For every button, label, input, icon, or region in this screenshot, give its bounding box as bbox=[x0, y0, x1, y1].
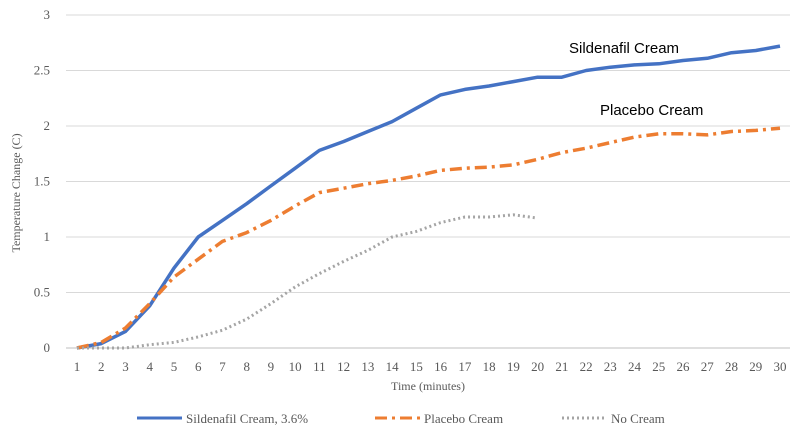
series-lines bbox=[76, 44, 781, 350]
x-tick-label: 20 bbox=[531, 359, 544, 374]
x-tick-label: 2 bbox=[98, 359, 105, 374]
x-tick-label: 30 bbox=[774, 359, 787, 374]
x-tick-label: 11 bbox=[313, 359, 326, 374]
x-tick-label: 7 bbox=[219, 359, 226, 374]
x-tick-label: 26 bbox=[677, 359, 691, 374]
x-tick-label: 18 bbox=[483, 359, 496, 374]
x-axis-title: Time (minutes) bbox=[391, 379, 465, 393]
x-tick-label: 13 bbox=[361, 359, 374, 374]
y-tick-label: 2 bbox=[44, 118, 51, 133]
x-tick-label: 9 bbox=[268, 359, 275, 374]
x-tick-label: 3 bbox=[122, 359, 129, 374]
legend-label-no-cream: No Cream bbox=[611, 411, 665, 426]
x-tick-label: 4 bbox=[146, 359, 153, 374]
legend-label-sildenafil: Sildenafil Cream, 3.6% bbox=[186, 411, 308, 426]
y-tick-label: 3 bbox=[44, 7, 51, 22]
legend-label-placebo: Placebo Cream bbox=[424, 411, 503, 426]
x-tick-label: 28 bbox=[725, 359, 738, 374]
x-tick-label: 5 bbox=[171, 359, 178, 374]
x-tick-label: 16 bbox=[434, 359, 448, 374]
x-tick-label: 22 bbox=[580, 359, 593, 374]
placebo-line bbox=[76, 126, 781, 350]
y-axis-ticks: 0 0.5 1 1.5 2 2.5 3 bbox=[34, 7, 50, 355]
legend: Sildenafil Cream, 3.6% Placebo Cream No … bbox=[137, 411, 665, 426]
y-tick-label: 2.5 bbox=[34, 63, 50, 78]
y-tick-label: 1.5 bbox=[34, 174, 50, 189]
y-tick-label: 1 bbox=[44, 229, 51, 244]
no-cream-line bbox=[77, 213, 538, 350]
x-tick-label: 1 bbox=[74, 359, 81, 374]
sildenafil-annotation: Sildenafil Cream bbox=[569, 40, 679, 57]
y-axis-title: Temperature Change (C) bbox=[9, 133, 23, 252]
x-tick-label: 6 bbox=[195, 359, 202, 374]
x-tick-label: 12 bbox=[337, 359, 350, 374]
x-tick-label: 17 bbox=[458, 359, 472, 374]
x-tick-label: 24 bbox=[628, 359, 642, 374]
sildenafil-line bbox=[76, 44, 781, 350]
placebo-annotation: Placebo Cream bbox=[600, 102, 703, 119]
x-tick-label: 19 bbox=[507, 359, 520, 374]
x-axis-ticks: 1 2 3 4 5 6 7 8 9 10 11 12 13 14 15 16 17 18 19 20 21 22 23 24 2… bbox=[74, 359, 787, 374]
x-tick-label: 10 bbox=[289, 359, 302, 374]
x-tick-label: 23 bbox=[604, 359, 617, 374]
x-tick-label: 29 bbox=[749, 359, 762, 374]
x-tick-label: 8 bbox=[243, 359, 250, 374]
y-tick-label: 0 bbox=[44, 340, 51, 355]
x-tick-label: 25 bbox=[652, 359, 665, 374]
x-tick-label: 15 bbox=[410, 359, 423, 374]
gridlines bbox=[66, 14, 790, 349]
x-tick-label: 21 bbox=[555, 359, 568, 374]
x-tick-label: 27 bbox=[701, 359, 715, 374]
y-tick-label: 0.5 bbox=[34, 285, 50, 300]
x-tick-label: 14 bbox=[386, 359, 400, 374]
